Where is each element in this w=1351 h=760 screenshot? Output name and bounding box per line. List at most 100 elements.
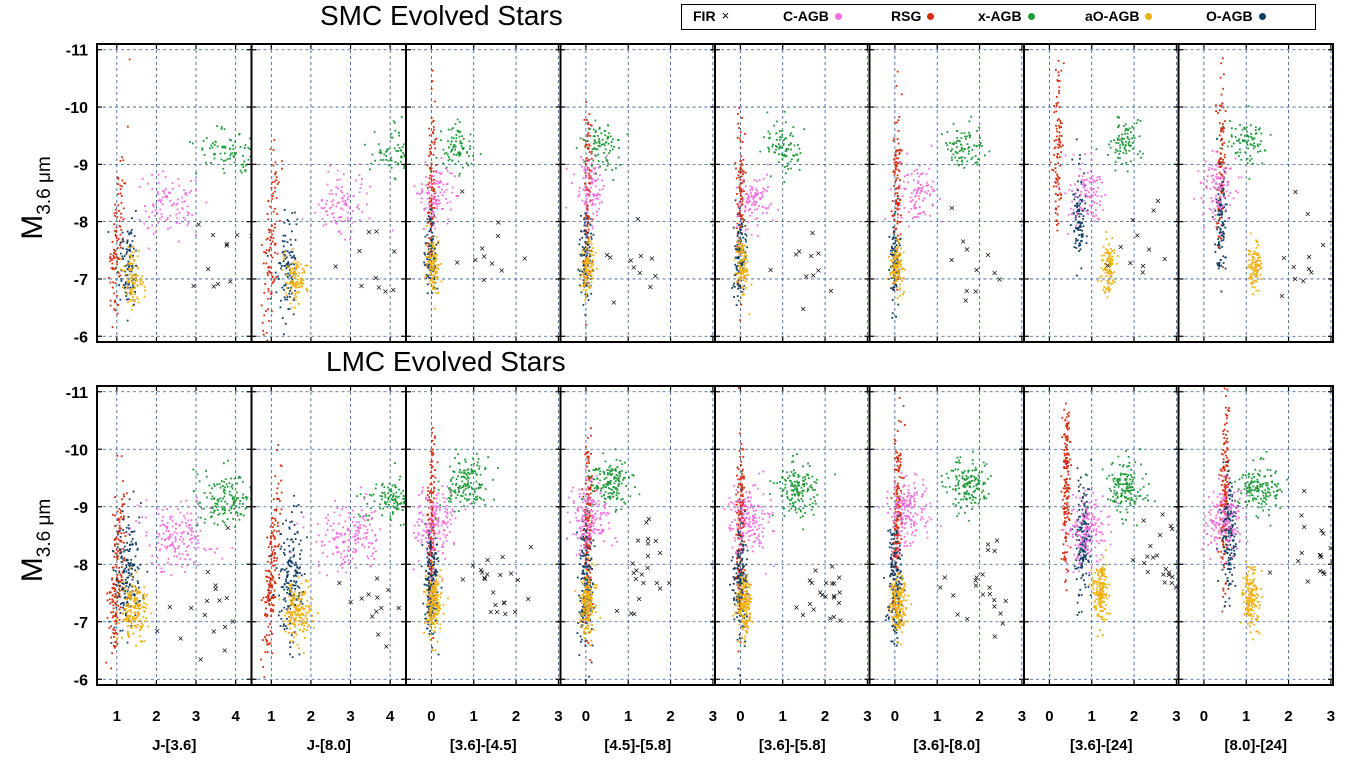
data-point [762, 196, 764, 198]
data-point [961, 156, 963, 158]
data-point [755, 188, 757, 190]
data-point [1215, 195, 1217, 197]
data-point [1128, 143, 1130, 145]
data-point [1246, 142, 1248, 144]
data-point [157, 212, 159, 214]
data-point [1094, 220, 1096, 222]
data-point [894, 122, 896, 124]
data-point [1247, 158, 1249, 160]
data-point [169, 215, 171, 217]
data-point [898, 275, 900, 277]
data-point [1249, 254, 1251, 256]
data-point [1230, 192, 1232, 194]
data-point [1080, 234, 1082, 236]
data-point [954, 157, 956, 159]
data-point [431, 117, 433, 119]
data-point [580, 215, 582, 217]
data-point [112, 281, 114, 283]
data-point [297, 283, 299, 285]
data-point [197, 539, 199, 541]
fir-point: × [190, 281, 197, 290]
data-point [737, 174, 739, 176]
data-point [178, 553, 180, 555]
data-point [738, 242, 740, 244]
data-point [142, 606, 144, 608]
data-point [1247, 144, 1249, 146]
data-point [1223, 192, 1225, 194]
data-point [120, 552, 122, 554]
data-point [1090, 170, 1092, 172]
data-point [121, 455, 123, 457]
data-point [751, 212, 753, 214]
data-point [169, 516, 171, 518]
data-point [277, 253, 279, 255]
data-point [1123, 138, 1125, 140]
data-point [792, 126, 794, 128]
data-point [126, 603, 128, 605]
data-point [281, 168, 283, 170]
data-point [187, 513, 189, 515]
fir-point: × [1129, 215, 1136, 224]
data-point [1235, 136, 1237, 138]
data-point [585, 101, 587, 103]
data-point [119, 581, 121, 583]
data-point [1209, 167, 1211, 169]
data-point [153, 206, 155, 208]
data-point [455, 146, 457, 148]
data-point [471, 163, 473, 165]
data-point [142, 281, 144, 283]
data-point [191, 528, 193, 530]
data-point [1250, 251, 1252, 253]
data-point [894, 155, 896, 157]
data-point [1261, 162, 1263, 164]
data-point [1216, 229, 1218, 231]
panel-frame [561, 44, 716, 342]
data-point [283, 289, 285, 291]
data-point [1247, 148, 1249, 150]
data-point [956, 140, 958, 142]
data-point [112, 514, 114, 516]
data-point [327, 171, 329, 173]
data-point [111, 598, 113, 600]
data-point [143, 598, 145, 600]
data-point [1090, 211, 1092, 213]
data-point [1250, 283, 1252, 285]
data-point [584, 139, 586, 141]
data-point [1105, 231, 1107, 233]
data-point [745, 241, 747, 243]
data-point [122, 510, 124, 512]
data-point [119, 525, 121, 527]
data-point [967, 160, 969, 162]
data-point [738, 232, 740, 234]
data-point [1058, 90, 1060, 92]
data-point [136, 616, 138, 618]
data-point [739, 179, 741, 181]
data-point [1056, 105, 1058, 107]
data-point [899, 289, 901, 291]
data-point [956, 146, 958, 148]
data-point [117, 519, 119, 521]
data-point [963, 132, 965, 134]
data-point [174, 551, 176, 553]
data-point [1241, 177, 1243, 179]
data-point [1058, 86, 1060, 88]
data-point [1202, 214, 1204, 216]
data-point [128, 572, 130, 574]
data-point [432, 268, 434, 270]
data-point [133, 248, 135, 250]
data-point [741, 286, 743, 288]
data-point [115, 564, 117, 566]
data-point [164, 545, 166, 547]
data-point [1092, 200, 1094, 202]
data-point [738, 107, 740, 109]
data-point [1216, 173, 1218, 175]
data-point [591, 181, 593, 183]
data-point [421, 201, 423, 203]
data-point [414, 185, 416, 187]
data-point [395, 130, 397, 132]
data-point [433, 154, 435, 156]
data-point [1118, 153, 1120, 155]
data-point [436, 236, 438, 238]
data-point [961, 148, 963, 150]
